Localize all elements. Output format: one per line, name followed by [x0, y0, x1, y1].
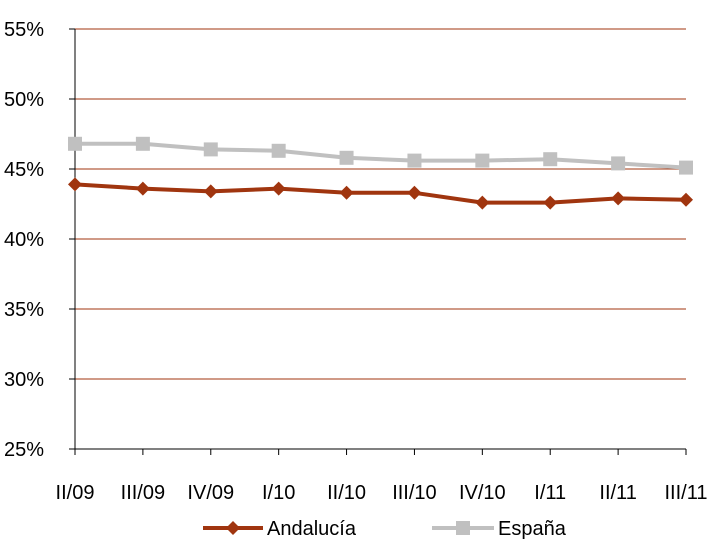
data-point-espana: [203, 142, 218, 157]
data-point-espana: [271, 143, 286, 158]
x-tick-label: III/11: [665, 482, 708, 504]
data-point-espana: [135, 136, 150, 151]
data-point-andalucia: [271, 181, 286, 196]
data-point-andalucia: [543, 195, 558, 210]
y-tick-label: 30%: [4, 369, 44, 391]
legend-item-andalucia: Andalucía: [203, 518, 357, 540]
data-point-espana: [543, 152, 558, 167]
x-tick-label: II/11: [599, 482, 636, 504]
data-point-andalucia: [68, 177, 82, 192]
y-tick-label: 45%: [4, 159, 44, 181]
data-point-andalucia: [135, 181, 150, 196]
data-point-espana: [68, 136, 82, 151]
data-point-andalucia: [407, 185, 422, 200]
x-tick-label: III/09: [121, 482, 165, 504]
legend-label-espana: España: [498, 518, 567, 540]
data-point-espana: [611, 156, 626, 171]
axes: [69, 28, 687, 455]
data-point-espana: [475, 153, 490, 168]
legend-marker-espana: [456, 521, 470, 535]
data-point-espana: [339, 150, 354, 165]
legend-item-espana: España: [432, 518, 567, 540]
x-tick-label: III/10: [392, 482, 436, 504]
data-point-andalucia: [203, 184, 218, 199]
y-tick-label: 25%: [4, 439, 44, 461]
x-tick-label: II/10: [327, 482, 366, 504]
y-tick-label: 35%: [4, 299, 44, 321]
y-axis-tick-labels: 25% 30% 35% 40% 45% 50% 55%: [4, 19, 44, 461]
x-tick-label: I/10: [262, 482, 295, 504]
legend-label-andalucia: Andalucía: [267, 518, 357, 540]
series-andalucia: [68, 177, 693, 210]
x-tick-label: I/11: [534, 482, 566, 504]
y-tick-label: 50%: [4, 89, 44, 111]
x-tick-label: IV/10: [459, 482, 506, 504]
data-point-espana: [679, 160, 693, 175]
legend-marker-andalucia: [226, 521, 240, 535]
data-point-andalucia: [475, 195, 490, 210]
data-point-espana: [407, 153, 422, 168]
x-axis-tick-labels: II/09 III/09 IV/09 I/10 II/10 III/10 IV/10 I/11…: [56, 482, 708, 504]
x-tick-label: IV/09: [187, 482, 234, 504]
data-point-andalucia: [611, 191, 626, 206]
gridlines: [75, 28, 686, 380]
data-point-andalucia: [339, 185, 354, 200]
series-layer: [68, 136, 693, 210]
x-tick-label: II/09: [56, 482, 95, 504]
y-tick-label: 40%: [4, 229, 44, 251]
series-espana: [68, 136, 693, 175]
data-point-andalucia: [679, 192, 693, 207]
legend: Andalucía España: [203, 518, 567, 540]
series-line-espana: [75, 141, 687, 170]
y-tick-label: 55%: [4, 19, 44, 41]
series-line-andalucia: [74, 182, 687, 205]
